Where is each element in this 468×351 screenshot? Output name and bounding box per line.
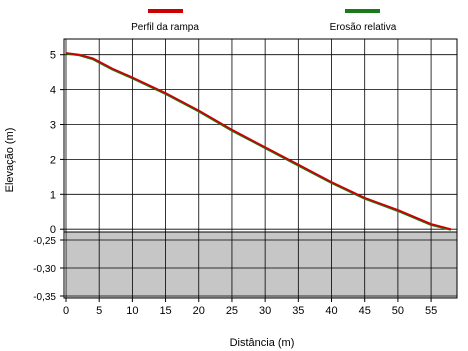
- y-tick-label: 3: [50, 120, 56, 132]
- x-tick-labels: 0 5 10 15 20 25 30 35 40 45 50 55: [63, 298, 437, 317]
- lower-panel: [66, 232, 457, 298]
- y-tick-label-lower: -0,25: [33, 236, 56, 247]
- x-tick-label: 30: [259, 305, 271, 317]
- x-tick-label: 35: [292, 305, 304, 317]
- x-tick-label: 15: [159, 305, 171, 317]
- y-tick-label-lower: -0,30: [33, 264, 56, 275]
- x-tick-label: 20: [193, 305, 205, 317]
- lower-grid: [64, 232, 457, 298]
- x-axis-title: Distância (m): [230, 337, 295, 349]
- y-tick-labels-upper: 0 1 2 3 4 5: [50, 50, 64, 236]
- y-tick-label: 5: [50, 50, 56, 62]
- legend-label-perfil: Perfil da rampa: [131, 22, 199, 33]
- y-tick-label: 4: [50, 85, 56, 97]
- y-tick-label: 0: [50, 224, 56, 236]
- legend: Perfil da rampa Erosão relativa: [131, 9, 397, 33]
- y-tick-label-lower: -0,35: [33, 292, 56, 303]
- lower-plot-frame: [63, 231, 458, 299]
- upper-grid: [64, 39, 457, 232]
- x-tick-label: 0: [63, 305, 69, 317]
- x-tick-label: 25: [226, 305, 238, 317]
- legend-label-erosao: Erosão relativa: [330, 22, 397, 33]
- y-tick-label: 1: [50, 189, 56, 201]
- y-axis-title: Elevação (m): [4, 128, 16, 193]
- series-layer: [65, 52, 452, 231]
- lower-fill: [66, 232, 457, 298]
- x-tick-label: 45: [359, 305, 371, 317]
- series-line-perfil: [65, 52, 452, 231]
- x-tick-label: 5: [96, 305, 102, 317]
- y-tick-label: 2: [50, 154, 56, 166]
- x-tick-label: 40: [325, 305, 337, 317]
- x-tick-label: 10: [126, 305, 138, 317]
- series-line-erosao: [65, 52, 452, 231]
- x-tick-label: 50: [392, 305, 404, 317]
- x-tick-label: 55: [425, 305, 437, 317]
- y-tick-labels-lower: -0,25 -0,30 -0,35: [33, 236, 64, 303]
